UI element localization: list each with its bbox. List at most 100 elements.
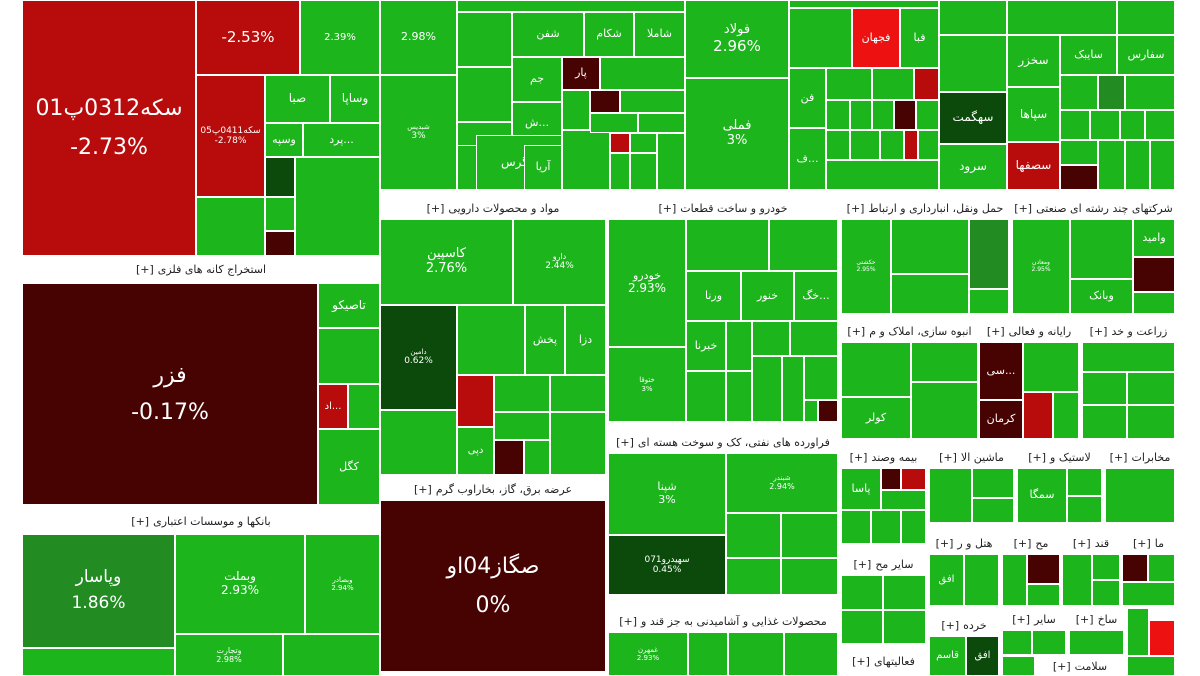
treemap-tile[interactable] bbox=[1002, 554, 1027, 606]
expand-toggle[interactable]: [+] bbox=[1072, 536, 1091, 550]
treemap-tile[interactable]: وبملت 2.93% bbox=[175, 534, 305, 634]
treemap-tile[interactable] bbox=[804, 400, 818, 422]
treemap-tile[interactable] bbox=[1060, 140, 1098, 165]
expand-toggle[interactable]: [+] bbox=[986, 324, 1005, 338]
sector-header[interactable]: ما [+] bbox=[1122, 532, 1175, 554]
treemap-tile[interactable] bbox=[550, 375, 606, 412]
treemap-tile[interactable] bbox=[1067, 468, 1102, 496]
treemap-tile[interactable] bbox=[22, 648, 175, 676]
treemap-tile[interactable] bbox=[818, 400, 838, 422]
sector-header[interactable]: سایر مح [+] bbox=[841, 553, 926, 575]
treemap-tile[interactable]: شبدیس 3% bbox=[380, 75, 457, 190]
treemap-tile[interactable]: کرمان bbox=[979, 400, 1023, 439]
sector-header[interactable]: خودرو و ساخت قطعات [+] bbox=[608, 197, 838, 219]
treemap-tile[interactable] bbox=[686, 371, 726, 422]
treemap-tile[interactable]: پخش bbox=[525, 305, 565, 375]
treemap-tile[interactable] bbox=[494, 440, 524, 475]
treemap-tile[interactable] bbox=[1067, 496, 1102, 523]
treemap-tile[interactable] bbox=[1062, 554, 1092, 606]
treemap-tile[interactable] bbox=[1002, 630, 1032, 655]
treemap-tile[interactable] bbox=[1060, 110, 1090, 140]
treemap-tile[interactable] bbox=[789, 0, 939, 8]
expand-toggle[interactable]: [+] bbox=[939, 450, 957, 464]
treemap-tile[interactable] bbox=[1133, 292, 1175, 314]
treemap-tile[interactable] bbox=[1127, 405, 1175, 439]
treemap-tile[interactable] bbox=[726, 513, 781, 558]
treemap-tile[interactable] bbox=[883, 575, 926, 610]
sector-header[interactable]: ماشین الا [+] bbox=[929, 446, 1014, 468]
sector-header[interactable]: استخراج کانه های فلزی [+] bbox=[22, 256, 380, 283]
treemap-tile[interactable] bbox=[590, 113, 638, 133]
treemap-tile[interactable]: وبصادر 2.94% bbox=[305, 534, 380, 634]
treemap-tile[interactable] bbox=[726, 371, 752, 422]
treemap-tile[interactable]: فن bbox=[789, 68, 826, 128]
treemap-tile[interactable]: سکه0312پ01 -2.73% bbox=[22, 0, 196, 256]
treemap-tile[interactable] bbox=[782, 356, 804, 422]
treemap-tile[interactable] bbox=[850, 100, 872, 130]
sector-header[interactable]: قند [+] bbox=[1062, 532, 1120, 554]
expand-toggle[interactable]: [+] bbox=[849, 450, 868, 464]
treemap-tile[interactable]: افق bbox=[966, 636, 999, 676]
expand-toggle[interactable]: [+] bbox=[846, 201, 865, 215]
treemap-tile[interactable]: کاسپین 2.76% bbox=[380, 219, 513, 305]
treemap-tile[interactable] bbox=[1060, 75, 1098, 110]
treemap-tile[interactable] bbox=[726, 321, 752, 371]
treemap-tile[interactable] bbox=[804, 356, 838, 400]
treemap-tile[interactable] bbox=[688, 632, 728, 676]
treemap-tile[interactable]: ورنا bbox=[686, 271, 741, 321]
treemap-tile[interactable] bbox=[964, 554, 999, 606]
treemap-tile[interactable] bbox=[1149, 620, 1175, 656]
treemap-tile[interactable] bbox=[752, 356, 782, 422]
treemap-tile[interactable] bbox=[1148, 554, 1175, 582]
treemap-tile[interactable] bbox=[550, 412, 606, 475]
expand-toggle[interactable]: [+] bbox=[847, 324, 866, 338]
expand-toggle[interactable]: [+] bbox=[935, 536, 954, 550]
treemap-tile[interactable] bbox=[1082, 405, 1127, 439]
treemap-tile[interactable] bbox=[1122, 554, 1148, 582]
treemap-tile[interactable]: وامید bbox=[1133, 219, 1175, 257]
treemap-tile[interactable] bbox=[1125, 140, 1150, 190]
treemap-tile[interactable] bbox=[1027, 584, 1060, 606]
treemap-tile[interactable] bbox=[562, 90, 590, 130]
treemap-tile[interactable]: شفن bbox=[512, 12, 584, 57]
treemap-tile[interactable] bbox=[914, 68, 939, 100]
treemap-tile[interactable] bbox=[1023, 392, 1053, 439]
treemap-tile[interactable]: شاملا bbox=[634, 12, 685, 57]
treemap-tile[interactable]: خبرنا bbox=[686, 321, 726, 371]
treemap-tile[interactable] bbox=[1007, 0, 1117, 35]
treemap-tile[interactable] bbox=[1032, 630, 1066, 655]
treemap-tile[interactable]: -2.53% bbox=[196, 0, 300, 75]
treemap-tile[interactable] bbox=[1053, 392, 1079, 439]
treemap-tile[interactable]: قاسم bbox=[929, 636, 966, 676]
sector-header[interactable]: عرضه برق، گاز، بخاراوب گرم [+] bbox=[380, 478, 606, 500]
treemap-tile[interactable] bbox=[457, 375, 494, 427]
treemap-tile[interactable] bbox=[901, 468, 926, 490]
treemap-tile[interactable]: خگ... bbox=[794, 271, 838, 321]
treemap-tile[interactable] bbox=[1098, 140, 1125, 190]
treemap-tile[interactable] bbox=[871, 510, 901, 544]
expand-toggle[interactable]: [+] bbox=[135, 263, 154, 276]
treemap-tile[interactable] bbox=[784, 632, 838, 676]
treemap-tile[interactable]: پرد... bbox=[303, 123, 380, 157]
treemap-tile[interactable]: سرود bbox=[939, 144, 1007, 190]
treemap-tile[interactable] bbox=[295, 157, 380, 256]
treemap-tile[interactable] bbox=[1125, 75, 1175, 110]
treemap-tile[interactable] bbox=[872, 100, 894, 130]
treemap-tile[interactable] bbox=[1098, 75, 1125, 110]
expand-toggle[interactable]: [+] bbox=[1089, 324, 1108, 338]
treemap-tile[interactable]: وبانک bbox=[1070, 279, 1133, 314]
treemap-tile[interactable]: افق bbox=[929, 554, 964, 606]
sector-header[interactable]: هتل و ر [+] bbox=[929, 532, 999, 554]
treemap-tile[interactable]: سکه0411پ05 -2.78% bbox=[196, 75, 265, 197]
treemap-tile[interactable] bbox=[590, 90, 620, 113]
treemap-tile[interactable]: تاصیکو bbox=[318, 283, 380, 328]
treemap-tile[interactable] bbox=[1027, 554, 1060, 584]
treemap-tile[interactable] bbox=[826, 100, 850, 130]
treemap-tile[interactable] bbox=[883, 610, 926, 644]
treemap-tile[interactable] bbox=[686, 219, 769, 271]
expand-toggle[interactable]: [+] bbox=[941, 618, 960, 632]
treemap-tile[interactable] bbox=[904, 130, 918, 160]
treemap-tile[interactable] bbox=[790, 321, 838, 356]
treemap-tile[interactable]: سفارس bbox=[1117, 35, 1175, 75]
treemap-tile[interactable]: اد... bbox=[318, 384, 348, 429]
